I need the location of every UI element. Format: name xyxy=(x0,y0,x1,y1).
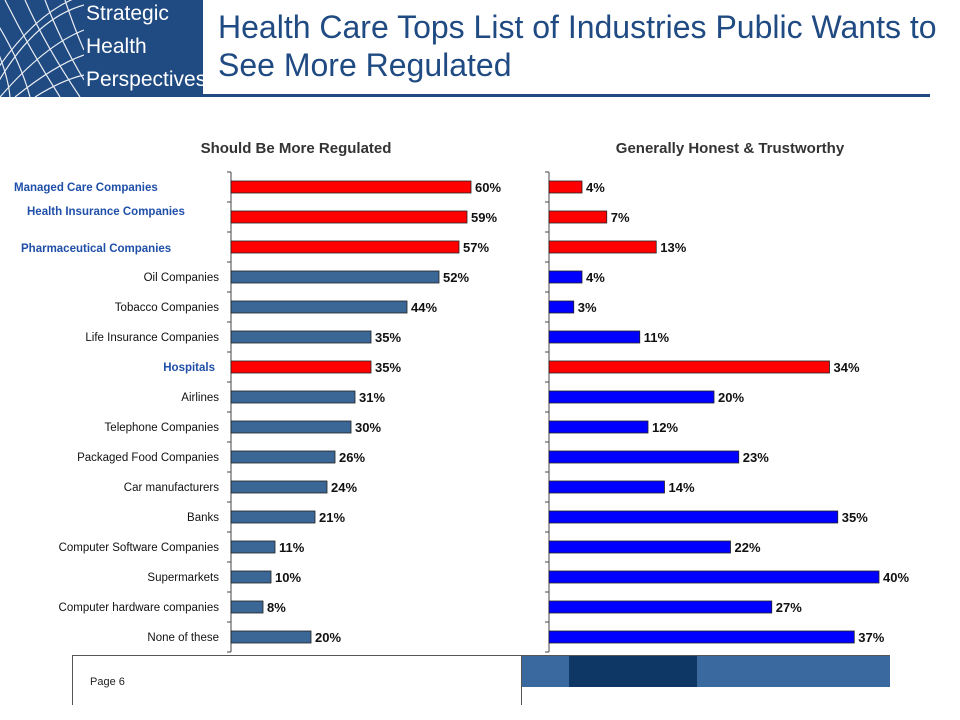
right-bar xyxy=(548,600,773,614)
right-bar xyxy=(548,330,641,344)
right-data-label: 4% xyxy=(586,270,605,285)
right-data-label: 20% xyxy=(718,390,744,405)
logo: Strategic Health Perspectives xyxy=(0,0,203,97)
left-bar xyxy=(230,540,276,554)
left-data-label: 52% xyxy=(443,270,469,285)
category-label: Pharmaceutical Companies xyxy=(21,243,171,255)
left-data-label: 10% xyxy=(275,570,301,585)
category-label: Health Insurance Companies xyxy=(27,206,185,218)
category-label: Supermarkets xyxy=(147,572,219,584)
left-bar xyxy=(230,450,336,464)
right-bar xyxy=(548,510,839,524)
right-bar xyxy=(548,570,880,584)
header-rule xyxy=(203,94,930,97)
right-data-label: 12% xyxy=(652,420,678,435)
left-data-label: 35% xyxy=(375,330,401,345)
left-bar xyxy=(230,270,440,284)
left-bar xyxy=(230,630,312,644)
right-bar xyxy=(548,240,657,254)
right-bar xyxy=(548,270,583,284)
category-label: Managed Care Companies xyxy=(14,182,158,194)
right-bar xyxy=(548,390,715,404)
category-label: Packaged Food Companies xyxy=(77,452,219,464)
left-bar xyxy=(230,330,372,344)
left-data-label: 24% xyxy=(331,480,357,495)
category-label: Oil Companies xyxy=(144,272,220,284)
category-label: Car manufacturers xyxy=(124,482,219,494)
left-bar xyxy=(230,300,408,314)
right-data-label: 11% xyxy=(644,330,670,345)
right-data-label: 3% xyxy=(578,300,597,315)
left-data-label: 8% xyxy=(267,600,286,615)
category-label: Airlines xyxy=(181,392,219,404)
right-data-label: 14% xyxy=(669,480,695,495)
left-data-label: 60% xyxy=(475,180,501,195)
category-label: Hospitals xyxy=(163,362,215,374)
right-data-label: 23% xyxy=(743,450,769,465)
right-bar xyxy=(548,360,830,374)
right-data-label: 4% xyxy=(586,180,605,195)
footer-block-light-wide xyxy=(697,656,890,687)
left-data-label: 31% xyxy=(359,390,385,405)
left-bar xyxy=(230,420,352,434)
right-data-label: 22% xyxy=(735,540,761,555)
footer-block-light xyxy=(522,656,569,687)
left-data-label: 11% xyxy=(279,540,305,555)
slide-title: Health Care Tops List of Industries Publ… xyxy=(218,9,937,83)
logo-line-2: Health xyxy=(86,35,147,58)
right-data-label: 37% xyxy=(858,630,884,645)
logo-line-1: Strategic xyxy=(86,2,169,25)
right-bar xyxy=(548,540,731,554)
category-label: Telephone Companies xyxy=(105,422,220,434)
right-data-label: 7% xyxy=(611,210,630,225)
right-bar xyxy=(548,450,740,464)
right-data-label: 35% xyxy=(842,510,868,525)
right-bar xyxy=(548,180,583,194)
right-bar xyxy=(548,420,649,434)
footer-rule xyxy=(72,655,890,656)
left-bar xyxy=(230,480,328,494)
category-label: Banks xyxy=(187,512,219,524)
left-data-label: 20% xyxy=(315,630,341,645)
left-bar xyxy=(230,180,472,194)
left-bar xyxy=(230,390,356,404)
left-bar xyxy=(230,570,272,584)
left-bar xyxy=(230,600,264,614)
left-bar xyxy=(230,510,316,524)
globe-icon xyxy=(0,0,84,97)
category-label: None of these xyxy=(147,632,219,644)
right-bar xyxy=(548,300,575,314)
left-data-label: 57% xyxy=(463,240,489,255)
category-label: Computer Software Companies xyxy=(59,542,220,554)
right-data-label: 34% xyxy=(834,360,860,375)
right-bar xyxy=(548,630,855,644)
footer-block-dark xyxy=(569,656,697,687)
footer-divider-right xyxy=(521,655,522,705)
category-label: Life Insurance Companies xyxy=(85,332,219,344)
left-chart-title: Should Be More Regulated xyxy=(201,140,392,157)
right-data-label: 40% xyxy=(883,570,909,585)
right-bar xyxy=(548,210,608,224)
right-bar xyxy=(548,480,665,494)
left-bar xyxy=(230,360,372,374)
left-data-label: 44% xyxy=(411,300,437,315)
footer-divider-left xyxy=(72,655,73,705)
left-data-label: 26% xyxy=(339,450,365,465)
right-data-label: 13% xyxy=(660,240,686,255)
left-data-label: 35% xyxy=(375,360,401,375)
category-label: Computer hardware companies xyxy=(59,602,220,614)
left-data-label: 30% xyxy=(355,420,381,435)
right-chart-title: Generally Honest & Trustworthy xyxy=(616,140,845,157)
left-data-label: 59% xyxy=(471,210,497,225)
logo-line-3: Perspectives xyxy=(86,68,203,91)
category-label: Tobacco Companies xyxy=(115,302,219,314)
left-data-label: 21% xyxy=(319,510,345,525)
left-bar xyxy=(230,210,468,224)
right-data-label: 27% xyxy=(776,600,802,615)
page-number: Page 6 xyxy=(90,676,125,688)
left-bar xyxy=(230,240,460,254)
